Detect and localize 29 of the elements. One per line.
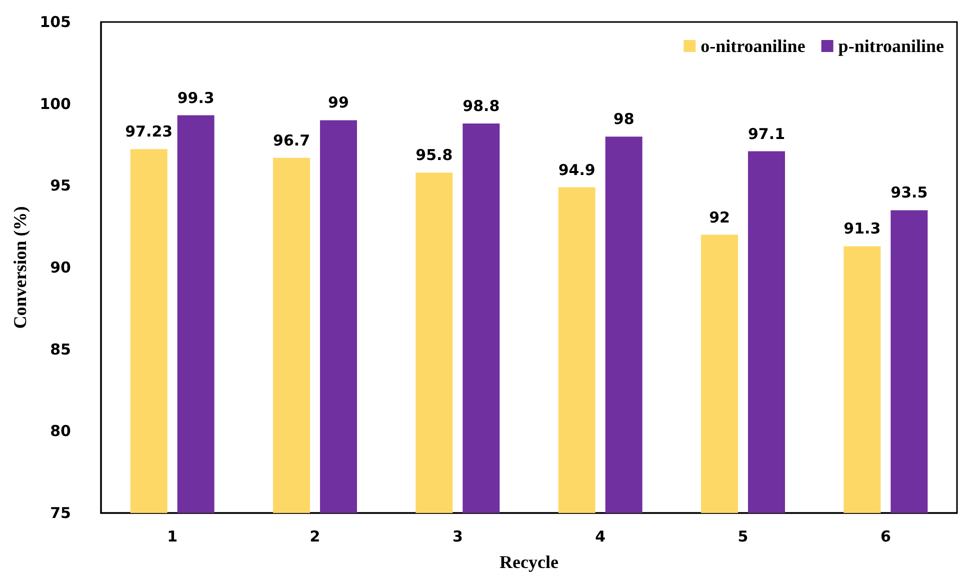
data-label: 92 xyxy=(709,208,730,226)
y-tick-label: 75 xyxy=(50,504,71,522)
legend-label: p-nitroaniline xyxy=(838,36,944,56)
data-label: 93.5 xyxy=(890,184,928,202)
x-tick-label: 4 xyxy=(595,528,606,546)
data-label: 99 xyxy=(328,94,349,112)
y-tick-label: 85 xyxy=(50,340,71,358)
data-label: 96.7 xyxy=(272,131,310,150)
data-label: 97.1 xyxy=(748,124,786,143)
data-label: 95.8 xyxy=(416,146,453,164)
data-label: 98 xyxy=(613,110,634,128)
x-tick-label: 1 xyxy=(167,528,178,546)
legend-label: o-nitroaniline xyxy=(700,36,806,56)
data-label: 94.9 xyxy=(558,160,596,179)
data-label: 98.8 xyxy=(462,96,500,115)
y-tick-label: 100 xyxy=(40,94,71,113)
x-tick-label: 6 xyxy=(880,528,891,546)
y-tick-label: 105 xyxy=(40,13,71,31)
data-label: 91.3 xyxy=(844,220,881,238)
x-tick-label: 5 xyxy=(738,528,748,546)
y-tick-label: 90 xyxy=(50,258,71,276)
y-tick-label: 95 xyxy=(50,176,71,195)
y-axis-title: Conversion (%) xyxy=(10,206,30,329)
data-label: 99.3 xyxy=(177,88,214,107)
x-axis-title: Recycle xyxy=(500,552,558,572)
x-tick-label: 3 xyxy=(452,528,463,546)
x-tick-label: 2 xyxy=(310,528,320,546)
data-label: 97.23 xyxy=(125,122,173,141)
y-tick-label: 80 xyxy=(50,422,71,440)
